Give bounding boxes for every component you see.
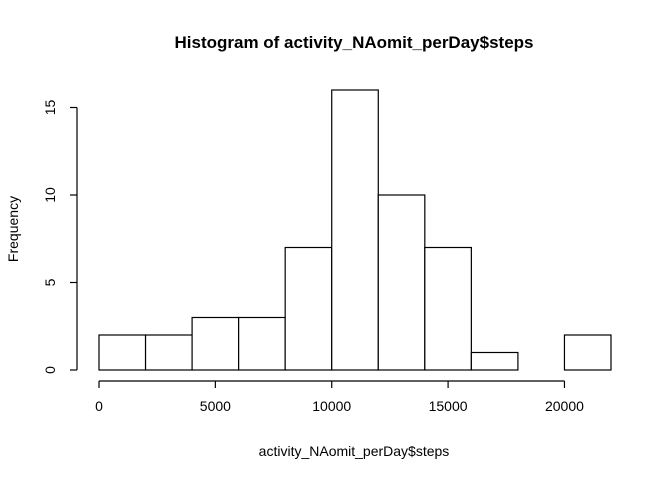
x-tick-label: 15000	[429, 398, 468, 414]
histogram-bar	[238, 316, 286, 371]
histogram-bar	[563, 334, 612, 371]
y-axis-label: Frequency	[5, 196, 21, 262]
histogram-bar	[424, 246, 472, 371]
x-axis-label: activity_NAomit_perDay$steps	[259, 443, 450, 459]
x-tick-label: 20000	[545, 398, 584, 414]
bars-group	[98, 89, 612, 371]
y-tick-label: 15	[42, 100, 58, 116]
x-axis: 0 5000 10000 15000 20000	[95, 380, 584, 414]
y-axis: 0 5 10 15	[42, 100, 78, 374]
y-tick-label: 5	[42, 278, 58, 286]
histogram-bar	[144, 334, 193, 371]
histogram-bar	[331, 89, 379, 371]
y-tick-label: 10	[42, 187, 58, 203]
histogram-bar	[284, 246, 333, 371]
x-tick-label: 5000	[200, 398, 231, 414]
histogram-bar	[470, 351, 519, 371]
histogram-bar	[377, 194, 426, 371]
histogram-bar	[191, 316, 240, 371]
x-tick-label: 0	[95, 398, 103, 414]
y-tick-label: 0	[42, 366, 58, 374]
x-tick-label: 10000	[312, 398, 351, 414]
histogram-bar	[98, 334, 147, 371]
chart-title: Histogram of activity_NAomit_perDay$step…	[174, 33, 533, 52]
